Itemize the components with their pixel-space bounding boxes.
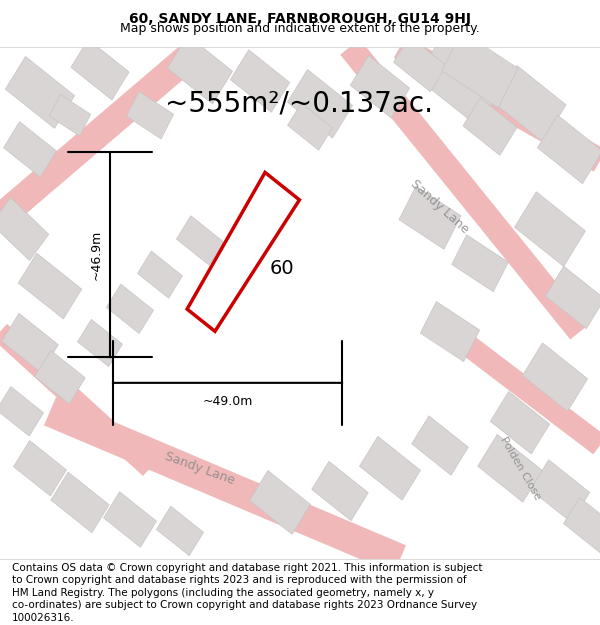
Text: Sandy Lane: Sandy Lane	[163, 449, 236, 487]
Polygon shape	[137, 251, 182, 298]
Polygon shape	[77, 319, 122, 367]
Polygon shape	[2, 313, 58, 372]
Polygon shape	[230, 50, 290, 112]
Text: co-ordinates) are subject to Crown copyright and database rights 2023 Ordnance S: co-ordinates) are subject to Crown copyr…	[12, 600, 477, 610]
Text: Contains OS data © Crown copyright and database right 2021. This information is : Contains OS data © Crown copyright and d…	[12, 562, 482, 572]
Polygon shape	[14, 441, 67, 496]
Text: Sandy Lane: Sandy Lane	[409, 177, 472, 236]
Polygon shape	[167, 36, 233, 104]
Polygon shape	[416, 36, 503, 126]
Polygon shape	[35, 351, 85, 404]
Polygon shape	[515, 192, 586, 266]
Polygon shape	[71, 39, 129, 100]
Polygon shape	[0, 387, 44, 436]
Polygon shape	[523, 343, 587, 411]
Text: Map shows position and indicative extent of the property.: Map shows position and indicative extent…	[120, 22, 480, 35]
Polygon shape	[421, 302, 479, 362]
Polygon shape	[176, 216, 224, 265]
Polygon shape	[538, 115, 600, 184]
Polygon shape	[490, 391, 550, 454]
Polygon shape	[399, 186, 461, 249]
Polygon shape	[4, 122, 56, 177]
Text: 60: 60	[270, 259, 295, 279]
Text: ~555m²/~0.137ac.: ~555m²/~0.137ac.	[165, 90, 433, 118]
Polygon shape	[157, 506, 203, 556]
Text: 60, SANDY LANE, FARNBOROUGH, GU14 9HJ: 60, SANDY LANE, FARNBOROUGH, GU14 9HJ	[129, 12, 471, 26]
Polygon shape	[312, 461, 368, 521]
Text: to Crown copyright and database rights 2023 and is reproduced with the permissio: to Crown copyright and database rights 2…	[12, 575, 467, 585]
Text: ~49.0m: ~49.0m	[202, 394, 253, 408]
Polygon shape	[106, 284, 154, 334]
Polygon shape	[250, 471, 310, 534]
Polygon shape	[287, 103, 332, 150]
Text: Polden Close: Polden Close	[498, 435, 542, 501]
Polygon shape	[463, 98, 517, 155]
Polygon shape	[359, 436, 421, 500]
Polygon shape	[0, 198, 49, 261]
Polygon shape	[545, 266, 600, 329]
Polygon shape	[478, 434, 542, 502]
Text: 100026316.: 100026316.	[12, 612, 74, 622]
Text: ~46.9m: ~46.9m	[89, 229, 103, 280]
Polygon shape	[18, 253, 82, 319]
Polygon shape	[104, 492, 157, 548]
Polygon shape	[530, 460, 590, 522]
Polygon shape	[494, 66, 566, 142]
Polygon shape	[350, 56, 410, 118]
Polygon shape	[394, 36, 446, 92]
Polygon shape	[442, 31, 518, 108]
Polygon shape	[287, 69, 353, 138]
Text: HM Land Registry. The polygons (including the associated geometry, namely x, y: HM Land Registry. The polygons (includin…	[12, 588, 434, 598]
Polygon shape	[49, 94, 91, 136]
Polygon shape	[51, 472, 109, 532]
Polygon shape	[563, 498, 600, 553]
Polygon shape	[452, 235, 508, 292]
Polygon shape	[127, 91, 173, 139]
Polygon shape	[412, 416, 468, 475]
Polygon shape	[5, 56, 74, 128]
